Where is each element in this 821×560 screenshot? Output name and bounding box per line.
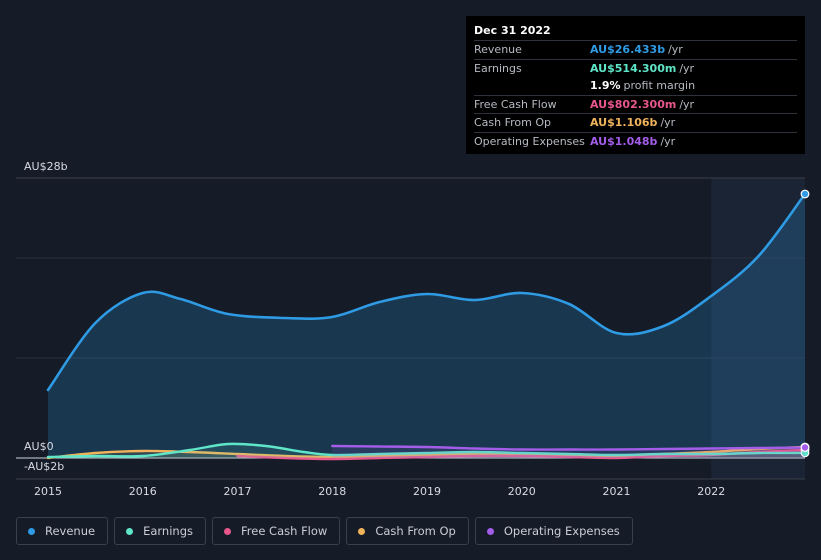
earnings-area — [48, 443, 805, 458]
tooltip-row: Free Cash Flow AU$802.300m/yr — [474, 94, 797, 114]
legend-dot-icon — [126, 527, 134, 535]
tooltip-row-value: AU$514.300m — [590, 61, 677, 75]
tooltip-row-unit: /yr — [660, 134, 676, 148]
x-tick-label: 2019 — [413, 485, 441, 498]
tooltip-row-label — [474, 77, 590, 95]
y-tick-label: AU$28b — [24, 160, 68, 173]
legend-label: Revenue — [45, 524, 96, 538]
tooltip-row-unit: /yr — [679, 61, 695, 75]
tooltip-row-unit: profit margin — [623, 79, 696, 92]
tooltip-row: 1.9% profit margin — [474, 77, 797, 95]
tooltip-row-label: Free Cash Flow — [474, 97, 557, 111]
x-tick-label: 2021 — [602, 485, 630, 498]
legend-label: Free Cash Flow — [241, 524, 328, 538]
revenue-end-marker — [800, 189, 810, 199]
tooltip-row-value: AU$1.106b — [590, 116, 658, 129]
tooltip-row-unit: /yr — [668, 43, 683, 56]
legend-item-revenue[interactable]: Revenue — [16, 517, 109, 545]
earnings-line — [46, 442, 807, 459]
legend-item-free-cash-flow[interactable]: Free Cash Flow — [212, 517, 341, 545]
tooltip-row-value: AU$1.048b — [590, 134, 658, 148]
y-tick-label: -AU$2b — [24, 460, 64, 473]
tooltip-date: Dec 31 2022 — [474, 24, 551, 37]
tooltip-row: Operating Expenses AU$1.048b/yr — [474, 131, 797, 151]
legend-label: Operating Expenses — [503, 524, 620, 538]
tooltip-row-unit: /yr — [679, 97, 695, 111]
legend-item-cash-from-op[interactable]: Cash From Op — [346, 517, 469, 545]
tooltip-row-label: Cash From Op — [474, 116, 552, 129]
tooltip-row-label: Revenue — [474, 43, 522, 56]
x-tick-label: 2018 — [318, 485, 346, 498]
legend-dot-icon — [224, 527, 231, 535]
tooltip-row-value: 1.9% — [590, 79, 621, 92]
x-tick-label: 2020 — [508, 485, 536, 498]
legend-item-earnings[interactable]: Earnings — [114, 517, 206, 545]
x-tick-label: 2022 — [697, 485, 725, 498]
operating-expenses-line — [331, 444, 807, 451]
legend-dot-icon — [486, 527, 494, 535]
legend-item-operating-expenses[interactable]: Operating Expenses — [474, 517, 633, 545]
tooltip-row-value: AU$802.300m — [590, 97, 677, 111]
forecast-highlight — [711, 178, 805, 479]
tooltip-row-value: AU$26.433b — [590, 43, 666, 56]
tooltip-row-unit: /yr — [660, 116, 676, 129]
revenue-line — [46, 192, 807, 392]
chart-legend: Revenue Earnings Free Cash Flow Cash From O… — [16, 517, 633, 545]
data-tooltip: Dec 31 2022 Revenue AU$26.433b/yr Earnings… — [466, 16, 805, 154]
tooltip-row: Earnings AU$514.300m/yr — [474, 58, 797, 78]
tooltip-row: Cash From Op AU$1.106b/yr — [474, 113, 797, 132]
y-tick-label: AU$0 — [24, 440, 54, 453]
x-tick-label: 2015 — [34, 485, 62, 498]
legend-dot-icon — [358, 527, 366, 535]
tooltip-row-label: Earnings — [474, 61, 522, 75]
legend-label: Earnings — [143, 524, 193, 538]
tooltip-row-label: Operating Expenses — [474, 134, 585, 148]
tooltip-row: Revenue AU$26.433b/yr — [474, 40, 797, 59]
revenue-area — [48, 194, 805, 458]
operating-expenses-end-marker — [800, 443, 810, 452]
legend-label: Cash From Op — [375, 524, 456, 538]
x-tick-label: 2016 — [129, 485, 157, 498]
x-tick-label: 2017 — [223, 485, 251, 498]
legend-dot-icon — [28, 527, 35, 535]
